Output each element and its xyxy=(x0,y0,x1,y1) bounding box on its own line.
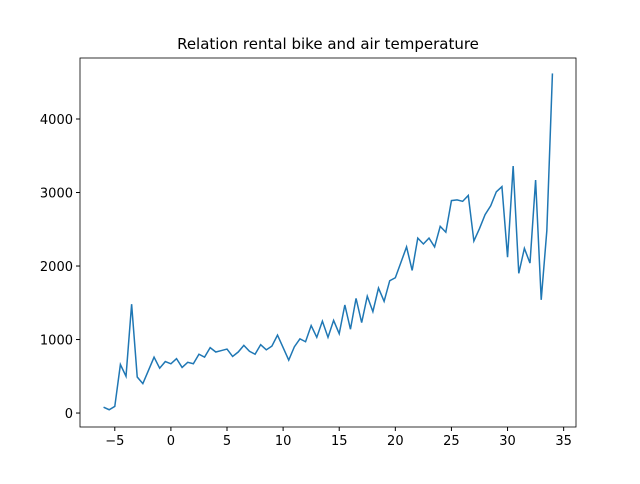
data-line xyxy=(103,73,554,411)
x-tick-label: 20 xyxy=(387,434,404,449)
x-tick-label: −5 xyxy=(105,434,124,449)
x-tick-label: 15 xyxy=(331,434,348,449)
chart-title: Relation rental bike and air temperature xyxy=(177,35,479,53)
y-tick-label: 2000 xyxy=(40,260,73,275)
x-tick-label: 25 xyxy=(443,434,460,449)
x-tick-label: 10 xyxy=(275,434,292,449)
x-tick-label: 5 xyxy=(223,434,231,449)
x-tick-label: 35 xyxy=(555,434,572,449)
y-tick-label: 0 xyxy=(65,407,73,422)
y-tick-label: 4000 xyxy=(40,113,73,128)
y-tick-label: 3000 xyxy=(40,187,73,202)
x-tick-label: 0 xyxy=(167,434,175,449)
x-tick-label: 30 xyxy=(499,434,516,449)
plot-frame xyxy=(79,57,577,428)
y-tick-label: 1000 xyxy=(40,334,73,349)
